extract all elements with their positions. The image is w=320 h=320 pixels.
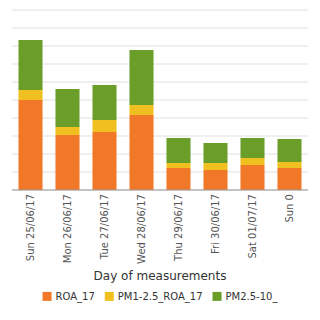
bar-segment xyxy=(203,163,227,170)
bar-segment xyxy=(92,85,116,120)
bar-segment xyxy=(277,168,301,190)
grid xyxy=(12,10,308,190)
x-axis xyxy=(12,190,308,191)
bar-segment xyxy=(55,89,79,127)
x-tick-label: Sun 25/06/17 xyxy=(25,194,36,261)
bar-segment xyxy=(129,105,153,115)
x-tick-label: Thu 29/06/17 xyxy=(173,194,184,262)
legend-swatch xyxy=(43,292,52,301)
x-tick-label: Mon 26/06/17 xyxy=(62,194,73,263)
bar-segment xyxy=(166,163,190,168)
bar-segment xyxy=(203,170,227,190)
grid-line xyxy=(12,64,308,65)
legend-swatch xyxy=(105,292,114,301)
bar-segment xyxy=(55,127,79,135)
legend-label: PM1-2.5_ROA_17 xyxy=(118,291,203,303)
bar-segment xyxy=(129,50,153,105)
grid-line xyxy=(12,82,308,83)
bar-segment xyxy=(18,40,42,90)
grid-line xyxy=(12,28,308,29)
grid-line xyxy=(12,46,308,47)
bar-segment xyxy=(277,139,301,162)
bar-segment xyxy=(166,138,190,163)
legend-label: ROA_17 xyxy=(56,291,95,303)
bar-segment xyxy=(92,132,116,190)
grid-line xyxy=(12,190,308,191)
x-tick-label: Sun 0 xyxy=(284,194,295,223)
bars xyxy=(18,40,301,190)
bar-segment xyxy=(240,165,264,190)
bar-segment xyxy=(92,120,116,132)
bar-segment xyxy=(18,100,42,190)
legend-label: PM2.5-10_ xyxy=(226,291,279,303)
x-tick-labels: Sun 25/06/17 Mon 26/06/17 Tue 27/06/17 Wed … xyxy=(25,194,295,264)
bar-segment xyxy=(240,158,264,165)
bar-segment xyxy=(166,168,190,190)
legend-swatch xyxy=(213,292,222,301)
bar-segment xyxy=(277,162,301,168)
x-axis-title: Day of measurements xyxy=(94,269,227,283)
x-tick-label: Sat 01/07/17 xyxy=(247,194,258,259)
bar-segment xyxy=(18,90,42,100)
bar-segment xyxy=(203,143,227,163)
x-tick-label: Fri 30/06/17 xyxy=(210,194,221,254)
x-tick-label: Wed 28/06/17 xyxy=(136,194,147,264)
legend: ROA_17 PM1-2.5_ROA_17 PM2.5-10_ xyxy=(43,291,279,303)
grid-line xyxy=(12,10,308,11)
bar-segment xyxy=(240,138,264,158)
chart: Sun 25/06/17 Mon 26/06/17 Tue 27/06/17 Wed … xyxy=(0,0,320,320)
bar-segment xyxy=(55,135,79,190)
x-tick-label: Tue 27/06/17 xyxy=(99,194,110,260)
bar-segment xyxy=(129,115,153,190)
